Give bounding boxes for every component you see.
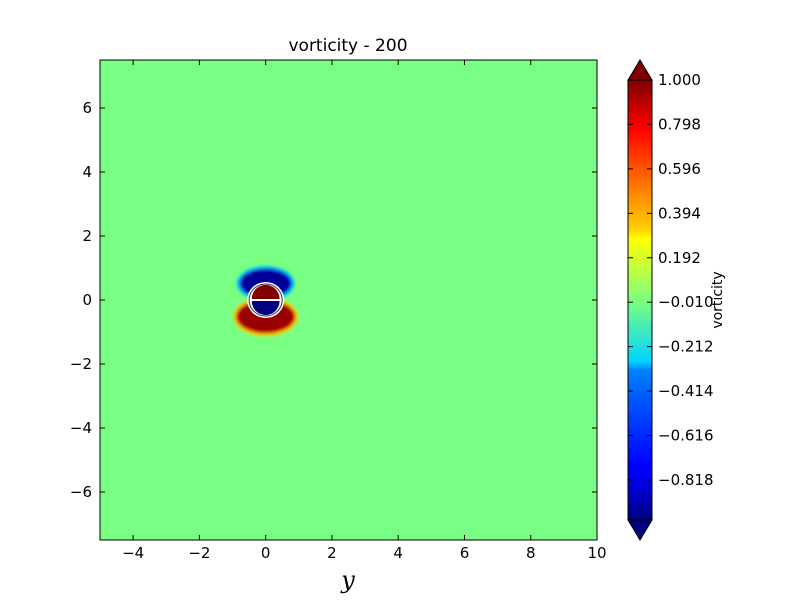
y-tick-label: 6	[82, 99, 92, 117]
y-tick-label: −2	[70, 355, 92, 373]
colorbar-tick-label: −0.616	[658, 427, 714, 445]
cylinder-outline	[248, 283, 283, 317]
x-tick-label: 10	[587, 544, 606, 562]
x-axis-ticks: −4 −2 0 2 4 6 8 10	[122, 60, 607, 562]
colorbar-extend-min	[627, 519, 653, 541]
x-tick-label: 4	[393, 544, 403, 562]
colorbar-tick-label: 0.596	[658, 160, 701, 178]
y-tick-label: 2	[82, 227, 92, 245]
field-background	[100, 60, 597, 540]
colorbar-tick-label: −0.414	[658, 382, 714, 400]
colorbar-gradient	[627, 79, 653, 521]
colorbar-tick-label: 0.798	[658, 115, 701, 133]
colorbar-extend-max	[627, 59, 653, 81]
inner-positive-half	[251, 284, 280, 299]
x-tick-label: −2	[188, 544, 210, 562]
x-axis-label: y	[340, 566, 355, 594]
vortex-features	[233, 265, 298, 337]
y-tick-label: −6	[70, 483, 92, 501]
colorbar: 1.000 0.798 0.596 0.394 0.192 −0.010 −0.212 −0.…	[627, 59, 726, 541]
chart-title: vorticity - 200	[288, 36, 407, 56]
colorbar-label: vorticity	[710, 271, 726, 328]
heatmap-area	[100, 60, 597, 540]
inner-negative-half	[251, 301, 280, 316]
x-tick-label: 8	[526, 544, 536, 562]
colorbar-tick-label: −0.818	[658, 471, 714, 489]
y-tick-label: −4	[70, 419, 92, 437]
colorbar-tick-label: 0.192	[658, 249, 701, 267]
colorbar-tick-label: −0.212	[658, 338, 714, 356]
colorbar-tick-label: 1.000	[658, 71, 701, 89]
x-tick-label: −4	[122, 544, 144, 562]
x-tick-label: 6	[460, 544, 470, 562]
y-axis-ticks: −6 −4 −2 0 2 4 6	[70, 99, 597, 501]
colorbar-tick-label: −0.010	[658, 293, 714, 311]
colorbar-tick-label: 0.394	[658, 204, 701, 222]
x-tick-label: 0	[261, 544, 271, 562]
y-tick-label: 4	[82, 163, 92, 181]
colorbar-ticks: 1.000 0.798 0.596 0.394 0.192 −0.010 −0.212 −0.…	[628, 71, 714, 489]
x-tick-label: 2	[327, 544, 337, 562]
y-tick-label: 0	[82, 291, 92, 309]
